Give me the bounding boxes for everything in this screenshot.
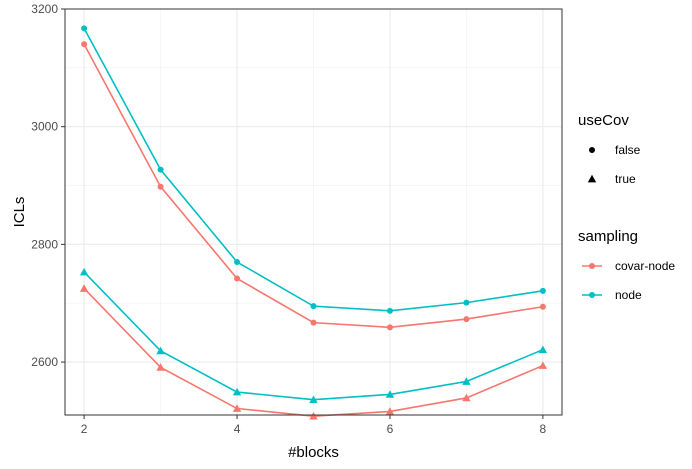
y-tick-label: 2600 (31, 355, 58, 369)
data-point (81, 41, 88, 48)
data-point (234, 275, 241, 282)
legend-key (587, 174, 597, 183)
legend-key-point (589, 292, 595, 298)
data-point (386, 324, 393, 331)
data-point (232, 387, 242, 396)
data-point (538, 345, 548, 354)
data-point (309, 411, 318, 420)
x-tick-label: 4 (234, 422, 241, 436)
data-point (539, 303, 546, 310)
data-point (462, 393, 471, 402)
data-point (539, 287, 546, 294)
legend-label-covar-node: covar-node (615, 259, 675, 273)
data-point (81, 25, 88, 32)
data-point (79, 284, 89, 292)
data-point (310, 319, 317, 326)
x-tick-label: 2 (81, 422, 88, 436)
data-point (463, 316, 470, 323)
data-point (232, 404, 242, 412)
series-group (79, 25, 548, 420)
legend-title-useCov: useCov (578, 112, 629, 129)
series-node-true (79, 267, 548, 404)
data-point (156, 363, 165, 371)
data-point (462, 377, 471, 385)
legend-label-true: true (615, 172, 636, 186)
data-point (310, 303, 317, 310)
legend-key-point (589, 263, 595, 269)
data-point (309, 395, 318, 404)
data-point (385, 407, 395, 415)
legend-key (582, 292, 602, 298)
data-point (385, 390, 395, 398)
series-covar-node-false (81, 41, 546, 331)
data-point (79, 267, 89, 276)
series-covar-node-true (79, 284, 548, 420)
y-tick-label: 3200 (31, 2, 58, 16)
y-tick-label: 2800 (31, 237, 58, 251)
data-point (463, 299, 470, 306)
legend-label-false: false (615, 143, 641, 157)
legend-key (589, 147, 595, 153)
x-axis-title: #blocks (288, 444, 339, 461)
data-point (234, 259, 241, 266)
legend-key (582, 263, 602, 269)
y-tick-label: 3000 (31, 120, 58, 134)
data-point (157, 183, 164, 190)
series-node-false (81, 25, 546, 314)
grid-lines (65, 8, 562, 415)
legend: useCov false true sampling covar-node node (578, 112, 675, 302)
legend-key-circle (589, 147, 595, 153)
y-axis-title: ICLs (11, 197, 28, 228)
legend-key-triangle (587, 174, 597, 183)
data-point (157, 166, 164, 173)
x-tick-label: 6 (387, 422, 394, 436)
data-point (156, 346, 165, 355)
axes: 2 4 6 8 2600 2800 3000 3200 (31, 2, 546, 436)
panel-border (64, 8, 563, 416)
legend-label-node: node (615, 288, 642, 302)
data-point (386, 307, 393, 314)
x-tick-label: 8 (540, 422, 547, 436)
legend-title-sampling: sampling (578, 228, 638, 245)
data-point (538, 361, 548, 369)
